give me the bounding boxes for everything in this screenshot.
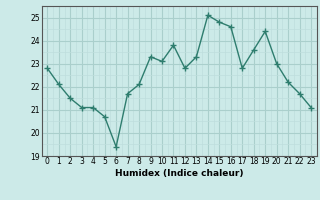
X-axis label: Humidex (Indice chaleur): Humidex (Indice chaleur): [115, 169, 244, 178]
